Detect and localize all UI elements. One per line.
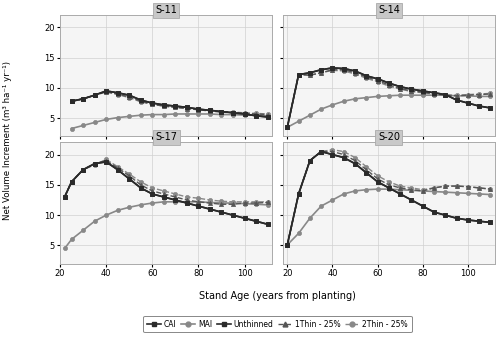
Legend: CAI, MAI, Unthinned, 1Thin - 25%, 2Thin - 25%: CAI, MAI, Unthinned, 1Thin - 25%, 2Thin … — [144, 316, 412, 333]
Title: S-14: S-14 — [378, 5, 400, 15]
Title: S-17: S-17 — [155, 132, 177, 142]
Text: Stand Age (years from planting): Stand Age (years from planting) — [199, 291, 356, 301]
Title: S-20: S-20 — [378, 132, 400, 142]
Text: Net Volume Increment (m³ ha⁻¹ yr⁻¹): Net Volume Increment (m³ ha⁻¹ yr⁻¹) — [3, 61, 12, 220]
Title: S-11: S-11 — [155, 5, 177, 15]
